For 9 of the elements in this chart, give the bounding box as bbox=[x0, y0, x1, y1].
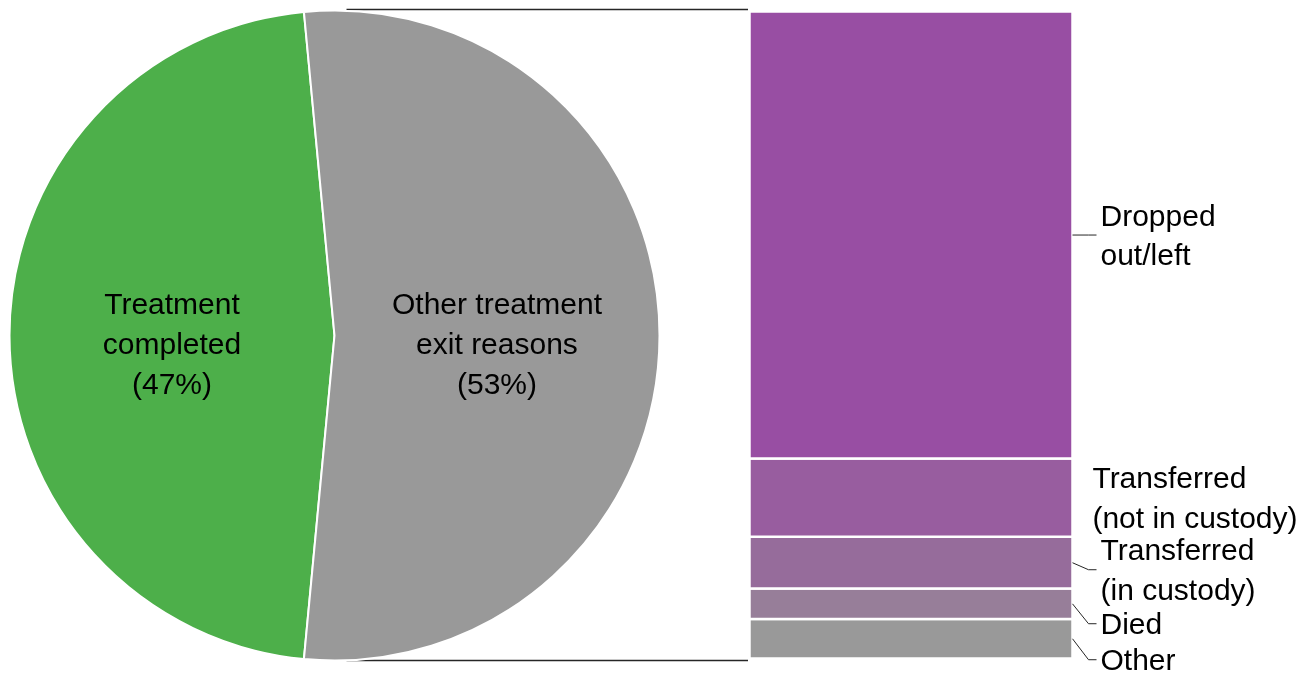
slice-label: Other treatment exit reasons bbox=[391, 287, 603, 360]
series-label: Dropped out/left bbox=[1100, 198, 1216, 272]
data-label: (47%) bbox=[131, 366, 213, 400]
series-label: Other bbox=[1100, 643, 1176, 677]
series-label: Transferred (not in custody) bbox=[1092, 461, 1298, 535]
slice-label: Treatment completed bbox=[102, 287, 242, 360]
data-label: (53%) bbox=[456, 366, 538, 400]
series-label: Transferred (in custody) bbox=[1100, 533, 1256, 607]
series-label: Died bbox=[1100, 607, 1163, 641]
